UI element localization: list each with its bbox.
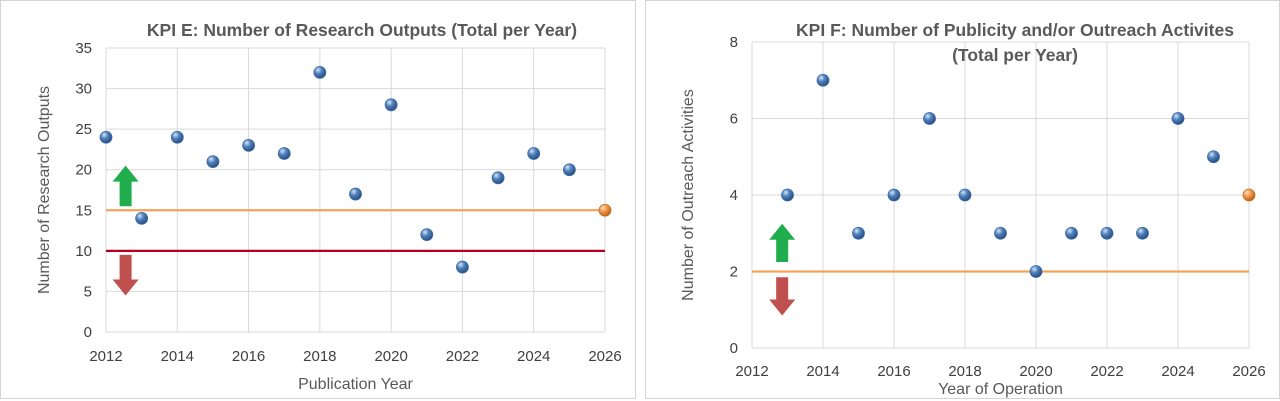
data-point [384,98,398,112]
down-arrow-icon [769,277,796,316]
x-axis-label: Publication Year [298,376,413,393]
y-tick-label: 4 [730,187,738,204]
up-arrow-icon [769,223,796,262]
x-tick-label: 2012 [89,348,122,365]
y-tick-label: 30 [75,81,92,98]
x-tick-label: 2024 [517,348,550,365]
y-tick-label: 5 [84,283,92,300]
data-point [1207,150,1220,164]
x-tick-label: 2020 [1019,363,1052,380]
data-point [1136,226,1149,240]
y-tick-label: 15 [75,202,92,219]
data-point-highlight [1242,188,1256,202]
y-axis-label: Number of Outreach Activities [680,89,697,301]
y-tick-label: 0 [730,340,738,357]
x-tick-label: 2018 [948,363,981,380]
data-point [491,171,505,185]
data-point [313,65,327,79]
x-tick-label: 2016 [877,363,910,380]
x-tick-label: 2012 [735,363,768,380]
x-tick-label: 2018 [303,348,336,365]
data-point [242,138,255,152]
data-point [1100,226,1114,240]
down-arrow-icon [112,254,139,296]
data-point [349,187,362,201]
data-point-highlight [598,203,612,217]
x-tick-label: 2024 [1161,363,1194,380]
x-tick-label: 2016 [232,348,265,365]
chart-title-line: KPI F: Number of Publicity and/or Outrea… [796,20,1234,40]
chart-title-line: (Total per Year) [952,45,1078,65]
data-point [1065,226,1078,240]
y-tick-label: 2 [730,264,738,281]
x-tick-label: 2022 [1090,363,1123,380]
kpi-e-chart: 0 5 10 15 20 25 30 35 2012 2014 2016 2018 2020 2022 20… [36,20,622,393]
up-arrow-icon [112,165,139,207]
x-tick-label: 2014 [806,363,839,380]
data-point [527,147,541,160]
y-tick-label: 8 [730,34,738,51]
data-point [923,112,936,125]
y-tick-label: 20 [75,162,92,179]
data-point [456,260,469,274]
data-point [1171,112,1185,125]
data-point [170,130,184,144]
x-tick-label: 2026 [1232,363,1265,380]
data-point [135,211,149,225]
y-tick-label: 25 [75,121,92,138]
kpi-f-chart: 0 2 4 6 8 2012 2014 2016 2018 2020 2022 2024 2026 Yea… [680,20,1266,398]
x-tick-label: 2026 [588,348,621,365]
y-tick-label: 10 [75,243,92,260]
chart-panel-kpi-f: 0 2 4 6 8 2012 2014 2016 2018 2020 2022 2024 2026 Yea… [645,0,1280,399]
y-tick-label: 0 [84,324,92,341]
data-point [1029,265,1043,278]
data-point [420,228,434,242]
data-point [994,226,1007,240]
data-point [852,226,865,240]
y-tick-label: 35 [75,40,92,57]
y-tick-label: 6 [730,111,738,128]
data-point [816,73,830,87]
x-tick-label: 2014 [161,348,194,365]
data-point [206,155,220,169]
data-point [887,188,901,202]
y-axis-label: Number of Research Outputs [36,86,53,294]
data-point [958,188,972,202]
chart-title: KPI E: Number of Research Outputs (Total… [147,20,577,40]
data-point [562,163,576,177]
data-point [99,130,113,144]
data-point [781,188,794,202]
chart-panel-kpi-e: 0 5 10 15 20 25 30 35 2012 2014 2016 2018 2020 2022 20… [0,0,636,399]
x-axis-label: Year of Operation [938,381,1063,398]
x-tick-label: 2022 [446,348,479,365]
data-point [277,147,291,160]
x-tick-label: 2020 [374,348,407,365]
